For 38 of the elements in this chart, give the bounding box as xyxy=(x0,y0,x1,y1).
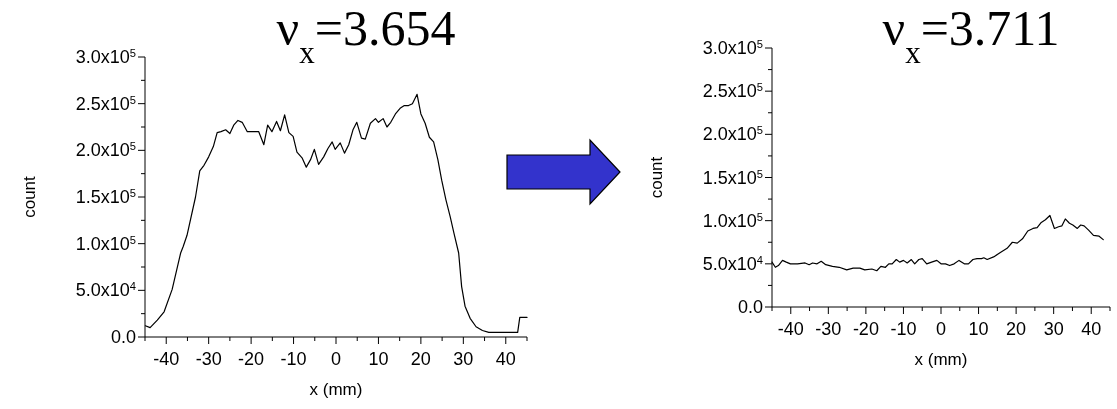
x-tick-label: 30 xyxy=(453,349,474,369)
y-tick-label: 5.0x10$^{4}$ xyxy=(75,280,136,301)
x-tick-label: -10 xyxy=(280,349,307,369)
y-tick-label: 1.0x10$^{5}$ xyxy=(75,233,136,254)
y-tick-label: 3.0x10$^{5}$ xyxy=(75,47,136,67)
y-tick-label: 2.5x10$^{5}$ xyxy=(702,81,763,102)
x-tick-label: -20 xyxy=(238,349,265,369)
y-tick-label: 1.5x10$^{5}$ xyxy=(75,187,136,207)
x-tick-label: 40 xyxy=(1081,319,1102,339)
y-tick-label: 2.0x10$^{5}$ xyxy=(702,124,763,145)
x-axis-title: x (mm) xyxy=(309,380,363,399)
x-tick-label: -40 xyxy=(777,319,804,339)
chart-title: ν$_{x}$=3.654 xyxy=(276,0,456,70)
y-tick-label: 3.0x10$^{5}$ xyxy=(702,38,763,58)
x-tick-label: 0 xyxy=(330,349,342,369)
y-tick-label: 1.0x10$^{5}$ xyxy=(702,210,763,231)
y-tick-label: 1.5x10$^{5}$ xyxy=(702,167,763,188)
x-tick-label: -30 xyxy=(195,349,222,369)
x-tick-label: -30 xyxy=(815,319,842,339)
x-tick-label: 10 xyxy=(968,319,989,339)
y-tick-label: 2.0x10$^{5}$ xyxy=(75,140,136,161)
x-tick-label: -10 xyxy=(890,319,917,339)
y-tick-label: 5.0x10$^{4}$ xyxy=(702,253,763,274)
y-tick-label: 0.0 xyxy=(737,297,763,317)
x-tick-label: 0 xyxy=(935,319,947,339)
x-tick-label: 10 xyxy=(368,349,389,369)
y-tick-label: 2.5x10$^{5}$ xyxy=(75,93,136,114)
y-axis-title: count xyxy=(647,156,666,199)
y-axis-title: count xyxy=(20,175,39,218)
x-tick-label: 20 xyxy=(410,349,431,369)
x-tick-label: -20 xyxy=(852,319,879,339)
y-tick-label: 0.0 xyxy=(110,327,136,347)
chart-title: ν$_{x}$=3.711 xyxy=(882,0,1060,70)
x-tick-label: 40 xyxy=(495,349,516,369)
x-tick-label: -40 xyxy=(153,349,180,369)
x-tick-label: 30 xyxy=(1043,319,1064,339)
x-axis-title: x (mm) xyxy=(914,350,968,369)
x-tick-label: 20 xyxy=(1006,319,1027,339)
